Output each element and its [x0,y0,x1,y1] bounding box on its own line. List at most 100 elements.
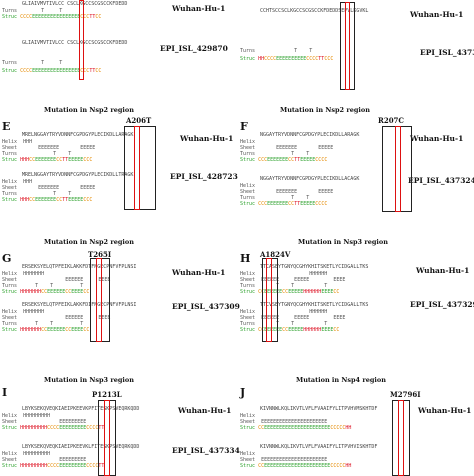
sequence-variant: NGGAYTRYVDNNFCGPDGYPLECIKDLLACAGK [260,176,360,182]
panel-letter: G [2,252,12,265]
sequence-reference: NGGAYTRYVDNNFCGPDGYPLECIKDLLARAGK [260,132,360,138]
row-label-turns: Turns T T T [2,283,84,289]
panel-e: E Mutation in Nsp2 region A206T MRELNGGA… [2,106,238,216]
row-label-helix: Helix [240,139,256,145]
sequence-reference: GLIAIVMVTIVLCC CSCLKGCCSCGSCCKFDEDD [22,1,128,7]
panel-top-left: GLIAIVMVTIVLCC CSCLKGCCSCGSCCKFDEDD Turn… [2,0,232,80]
row-label-struc-2: Struc CCEEEEEECCEEEEEHHHHHHEEEECC [240,327,340,333]
row-label-turns: Turns T T [240,151,310,157]
panel-letter: F [240,120,248,133]
strain-label-reference: Wuhan-Hu-1 [180,134,234,143]
strain-label-reference: Wuhan-Hu-1 [410,10,464,19]
panel-h: H Mutation in Nsp3 region A1824V TTCASEY… [240,238,474,348]
row-label-turns-2: Turns T T [2,60,63,66]
row-label-helix-2: Helix [240,183,256,189]
sequence-variant: TTCVSEYTGNYQCGHYKHITSKETLYCIDGALLTKS [260,302,369,308]
row-label-turns-2: Turns T T T [2,321,84,327]
panel-i: I Mutation in Nsp3 region P1213L LBYKSEK… [2,376,240,476]
row-label-helix-2: Helix HHHHHH [240,309,328,315]
row-label-helix: Helix HHH [2,139,33,145]
sequence-reference: MRELNGGAYTRYVDNNFCGPDGYPLECIKDLLARAGK [22,132,134,138]
row-label-struc-2: Struc HHHCCEEEEEEECCTTEEEEECCC [2,197,93,203]
row-label-sheet-2: Sheet EEEEEE EEEEE EEEE [240,315,346,321]
strain-label-variant: EPI_ISL_437317 [420,48,474,57]
strain-label-reference: Wuhan-Hu-1 [172,268,226,277]
mutation-label: T265I [88,250,112,259]
mutation-highlight-red [79,0,84,80]
panel-title: Mutation in Nsp3 region [44,376,134,384]
mutation-label: M2796I [390,390,421,399]
strain-label-reference: Wuhan-Hu-1 [418,406,472,415]
mutation-highlight-box [124,126,156,210]
row-label-sheet: Sheet EEEEEE EEEEE EEEE [240,277,346,283]
panel-title: Mutation in Nsp2 region [280,106,370,114]
sequence-reference: ERSEKSYELQTPFEIKLAKKFDTFNGECPNFVFPLNSI [22,264,137,270]
sequence-variant: LBYKSEKQVEQKIAEIPKEEVKLFITESKPSVEQRKQDD [22,444,140,450]
strain-label-reference: Wuhan-Hu-1 [172,4,226,13]
row-label-turns-2: Turns T T [240,195,310,201]
strain-label-variant: EPI_ISL_437324 [408,176,474,185]
row-label-struc-2: Struc CCCEEEEEEECCTTEEEEECCCC [240,201,328,207]
strain-label-variant: EPI_ISL_437309 [172,302,240,311]
mutation-highlight-red [395,126,401,212]
row-label-helix-2: Helix [240,451,256,457]
row-label-struc-2: Struc CCEEEEEEEEEEEEEEEEEEEEEECCCCCHH [240,463,352,469]
row-label-struc: Struc HHHHHHHHHCCCCEEEEEEEEECCCCTT [2,425,105,431]
row-label-turns-2: Turns T T [2,191,72,197]
row-label-sheet-2: Sheet EEEEEEEEE [2,457,87,463]
panel-letter: J [240,386,246,399]
row-label-struc: Struc CCEEEEEECCEEEEEHHHHHHEEEECC [240,289,340,295]
panel-title: Mutation in Nsp2 region [44,238,134,246]
row-label-sheet: Sheet EEEEEEE EEEEE [2,145,96,151]
row-label-struc: Struc HHHHHHHCCEEEEEECCEEEECC [2,289,90,295]
strain-label-reference: Wuhan-Hu-1 [416,266,470,275]
mutation-highlight-red [96,258,102,342]
row-label-helix-2: Helix HHHHHHHHH [2,451,51,457]
row-label-struc: Struc CCCCEEEEEEEEEEEEEEEECCCTTCC [2,14,102,20]
sequence-variant: MRELNGGAYTRYVDNNFCGPDGYPLECIKDLLTRAGK [22,172,134,178]
row-label-turns: Turns T T [2,151,72,157]
strain-label-variant: EPI_ISL_429870 [160,44,228,53]
row-label-struc-2: Struc HHHHHHHCCEEEEEECCEEEECC [2,327,90,333]
row-label-sheet: Sheet EEEEEEEEE [2,419,87,425]
row-label-sheet: Sheet EEEEEEE EEEEE [240,145,334,151]
row-label-turns: Turns T T [240,48,313,54]
sequence-variant: ERSEKSYELQTPFEIKLAKKFDIFNGECPNFVFPLNSI [22,302,137,308]
sequence-variant: KIVNNWLKQLIKVTLVFLFVAAIFYLITPVHVISKHTDF [260,444,378,450]
panel-title: Mutation in Nsp4 region [296,376,386,384]
row-label-turns: Turns T T [2,8,63,14]
panel-j: J Mutation in Nsp4 region M2796I KIVNNWL… [240,376,472,476]
mutation-label: A1824V [260,250,291,259]
mutation-highlight-red [345,2,350,90]
panel-title: Mutation in Nsp2 region [44,106,134,114]
mutation-label: R207C [378,116,405,125]
row-label-sheet-2: Sheet EEEEEE EEEE [2,315,111,321]
sequence-variant: GLIAIVMVTIVLCC CSCLKGCCSCGSCCKFDEDD [22,40,128,46]
strain-label-variant: EPI_ISL_437334 [172,446,240,455]
panel-top-right: CCHTSCCSCLKGCCSCGSCCKFDEDDSEPVLKGVKL Tur… [240,0,474,90]
panel-letter: E [2,120,11,133]
panel-letter: I [2,386,8,399]
panel-letter: H [240,252,251,265]
mutation-highlight-red [398,400,404,476]
row-label-helix-2: Helix HHHHHHH [2,309,45,315]
row-label-sheet: Sheet EEEEEE EEEE [2,277,111,283]
row-label-struc-2: Struc HHHHHHHHHCCCCEEEEEEEEECCCCTT [2,463,105,469]
sequence-reference: TTCASEYTGNYQCGHYKHITSKETLYCIDGALLTKS [260,264,369,270]
row-label-sheet-2: Sheet EEEEEEE EEEEE [2,185,96,191]
row-label-struc-2: Struc CCCCEEEEEEEEEEEEEEEECCCTTCC [2,68,102,74]
row-label-helix: Helix HHHHHHH [2,271,45,277]
mutation-highlight-red [134,126,140,210]
row-label-helix: Helix [240,413,256,419]
row-label-struc: Struc CCCEEEEEEECCTTEEEEECCCC [240,157,328,163]
strain-label-variant: EPI_ISL_437329 [410,300,474,309]
row-label-struc: Struc CCEEEEEEEEEEEEEEEEEEEEEECCCCCHH [240,425,352,431]
strain-label-reference: Wuhan-Hu-1 [178,406,232,415]
mutation-label: A206T [126,116,152,125]
mutation-label: P1213L [92,390,122,399]
sequence-reference: KIVNNWLKQLIKVTLVFLFVAAIFYLITPVHVMSKHTDF [260,406,378,412]
panel-title: Mutation in Nsp3 region [298,238,388,246]
sequence-reference: LBYKSEKQVEQKIAEIPKEEVKPFITESKPSVEQRKQDD [22,406,140,412]
row-label-sheet-2: Sheet EEEEEEEEEEEEEEEEEEEEEE [240,457,328,463]
row-label-helix: Helix HHHHHHHHH [2,413,51,419]
